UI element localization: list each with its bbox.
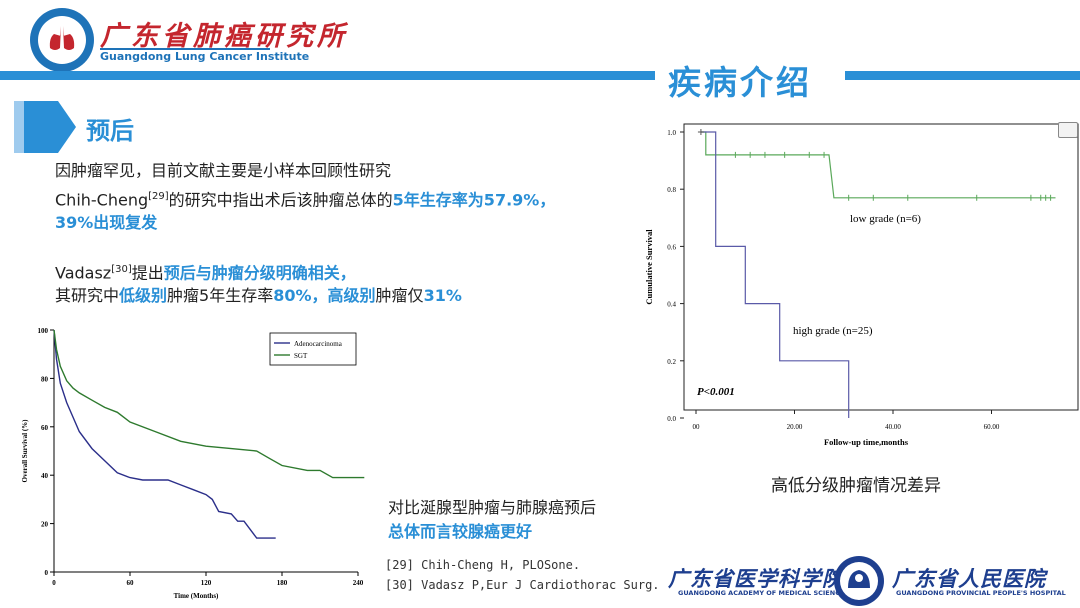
y-tick-label: 0.8	[667, 186, 676, 194]
y-tick-label: 0.0	[667, 415, 676, 423]
paragraph1-line2: Chih-Cheng[29]的研究中指出术后该肿瘤总体的5年生存率为57.9%，	[55, 184, 555, 213]
comparison-line2: 总体而言较腺癌更好	[388, 522, 533, 541]
x-tick-label: 0	[52, 579, 56, 587]
hospital-name-cn: 广东省人民医院	[892, 566, 1046, 591]
paragraph1-line1: 因肿瘤罕见，目前文献主要是小样本回顾性研究	[55, 161, 392, 180]
author-name: Vadasz	[55, 263, 112, 283]
y-tick-label: 1.0	[667, 129, 676, 137]
section-title: 疾病介绍	[668, 63, 812, 102]
legend-label: Adenocarcinoma	[294, 340, 343, 348]
y-tick-label: 0.6	[667, 243, 676, 251]
y-axis-label: Overall Survival (%)	[21, 419, 29, 483]
cumulative-survival-chart: 0.00.20.40.60.81.00020.0040.0060.0080.00…	[644, 123, 1079, 447]
reference-marker: [30]	[111, 264, 132, 275]
overall-survival-chart: 0 20 40 60 80 100 0 60 120 180 240 Time (Months) Ove…	[21, 327, 365, 600]
arrow-pointer-icon	[14, 101, 76, 153]
highlight-text: 5年生存率为57.9%，	[392, 190, 556, 210]
y-tick-label: 20	[41, 521, 49, 529]
header-bar-left	[0, 71, 655, 80]
reference-marker: [29]	[148, 191, 169, 202]
highlight-text: 预后与肿瘤分级明确相关，	[163, 263, 356, 283]
x-tick-label: 180	[277, 579, 288, 587]
comparison-line1: 对比涎腺型肿瘤与肺腺癌预后	[388, 498, 597, 517]
x-tick-label: 120	[201, 579, 212, 587]
survival-curve	[700, 131, 850, 418]
y-tick-label: 0	[45, 569, 49, 577]
text-fragment: 其研究中	[55, 286, 120, 305]
academy-name-en: GUANGDONG ACADEMY OF MEDICAL SCIENCES	[678, 589, 850, 597]
y-axis-label: Cumulative Survival	[644, 229, 654, 305]
x-axis-label: Follow-up time,months	[824, 437, 909, 447]
institute-underline	[100, 48, 270, 50]
right-chart-caption: 高低分级肿瘤情况差异	[771, 476, 941, 496]
highlight-text: 80%，	[273, 286, 328, 305]
x-tick-label: 40.00	[885, 423, 901, 431]
paragraph1-line3: 39%出现复发	[55, 213, 158, 232]
x-tick-label: 240	[353, 579, 364, 587]
reference-29: [29] Chih-Cheng H, PLOSone.	[385, 558, 581, 572]
institute-name-en: Guangdong Lung Cancer Institute	[100, 50, 310, 63]
text-fragment: 肿瘤5年生存率	[167, 286, 274, 305]
x-axis-label: Time (Months)	[174, 592, 219, 600]
text-fragment: 肿瘤仅	[375, 286, 424, 305]
y-tick-label: 60	[41, 424, 49, 432]
series-label-high-grade: high grade (n=25)	[793, 325, 873, 337]
y-tick-label: 80	[41, 375, 49, 383]
series-label-low-grade: low grade (n=6)	[850, 213, 921, 225]
reference-30: [30] Vadasz P,Eur J Cardiothorac Surg.	[385, 578, 660, 592]
y-tick-label: 100	[38, 327, 49, 335]
p-value-annotation: P<0.001	[697, 386, 735, 398]
subsection-title: 预后	[86, 117, 134, 145]
hospital-logo	[834, 556, 884, 606]
image-corner-icon	[1058, 122, 1078, 138]
hospital-name-en: GUANGDONG PROVINCIAL PEOPLE'S HOSPITAL	[896, 589, 1066, 597]
lung-icon	[49, 26, 75, 50]
paragraph2-line2: 其研究中低级别肿瘤5年生存率80%，高级别肿瘤仅31%	[55, 283, 462, 309]
highlight-text: 高级别	[327, 286, 376, 305]
author-name: Chih-Cheng	[55, 190, 149, 210]
legend-box	[269, 332, 357, 366]
x-tick-label: 60	[127, 579, 135, 587]
legend-label: SGT	[294, 352, 308, 360]
lung-institute-logo-inner	[38, 16, 86, 64]
highlight-text: 31%	[423, 286, 462, 305]
paragraph2-line1: Vadasz[30]提出预后与肿瘤分级明确相关，	[55, 257, 356, 286]
x-tick-label: 00	[693, 423, 701, 431]
plot-frame	[683, 123, 1079, 411]
x-tick-label: 60.00	[984, 423, 1000, 431]
text-fragment: 提出	[131, 263, 164, 283]
series-line-sgt	[53, 329, 365, 479]
institute-name-cn: 广东省肺癌研究所	[100, 21, 348, 52]
y-tick-label: 0.4	[667, 301, 676, 309]
text-fragment: 的研究中指出术后该肿瘤总体的	[168, 190, 393, 210]
highlight-text: 低级别	[119, 286, 168, 305]
y-tick-label: 40	[41, 472, 49, 480]
series-line-adenocarcinoma	[53, 329, 276, 539]
y-tick-label: 0.2	[667, 358, 676, 366]
header-bar-right	[845, 71, 1080, 80]
x-tick-label: 20.00	[787, 423, 803, 431]
academy-name-cn: 广东省医学科学院	[668, 566, 844, 591]
